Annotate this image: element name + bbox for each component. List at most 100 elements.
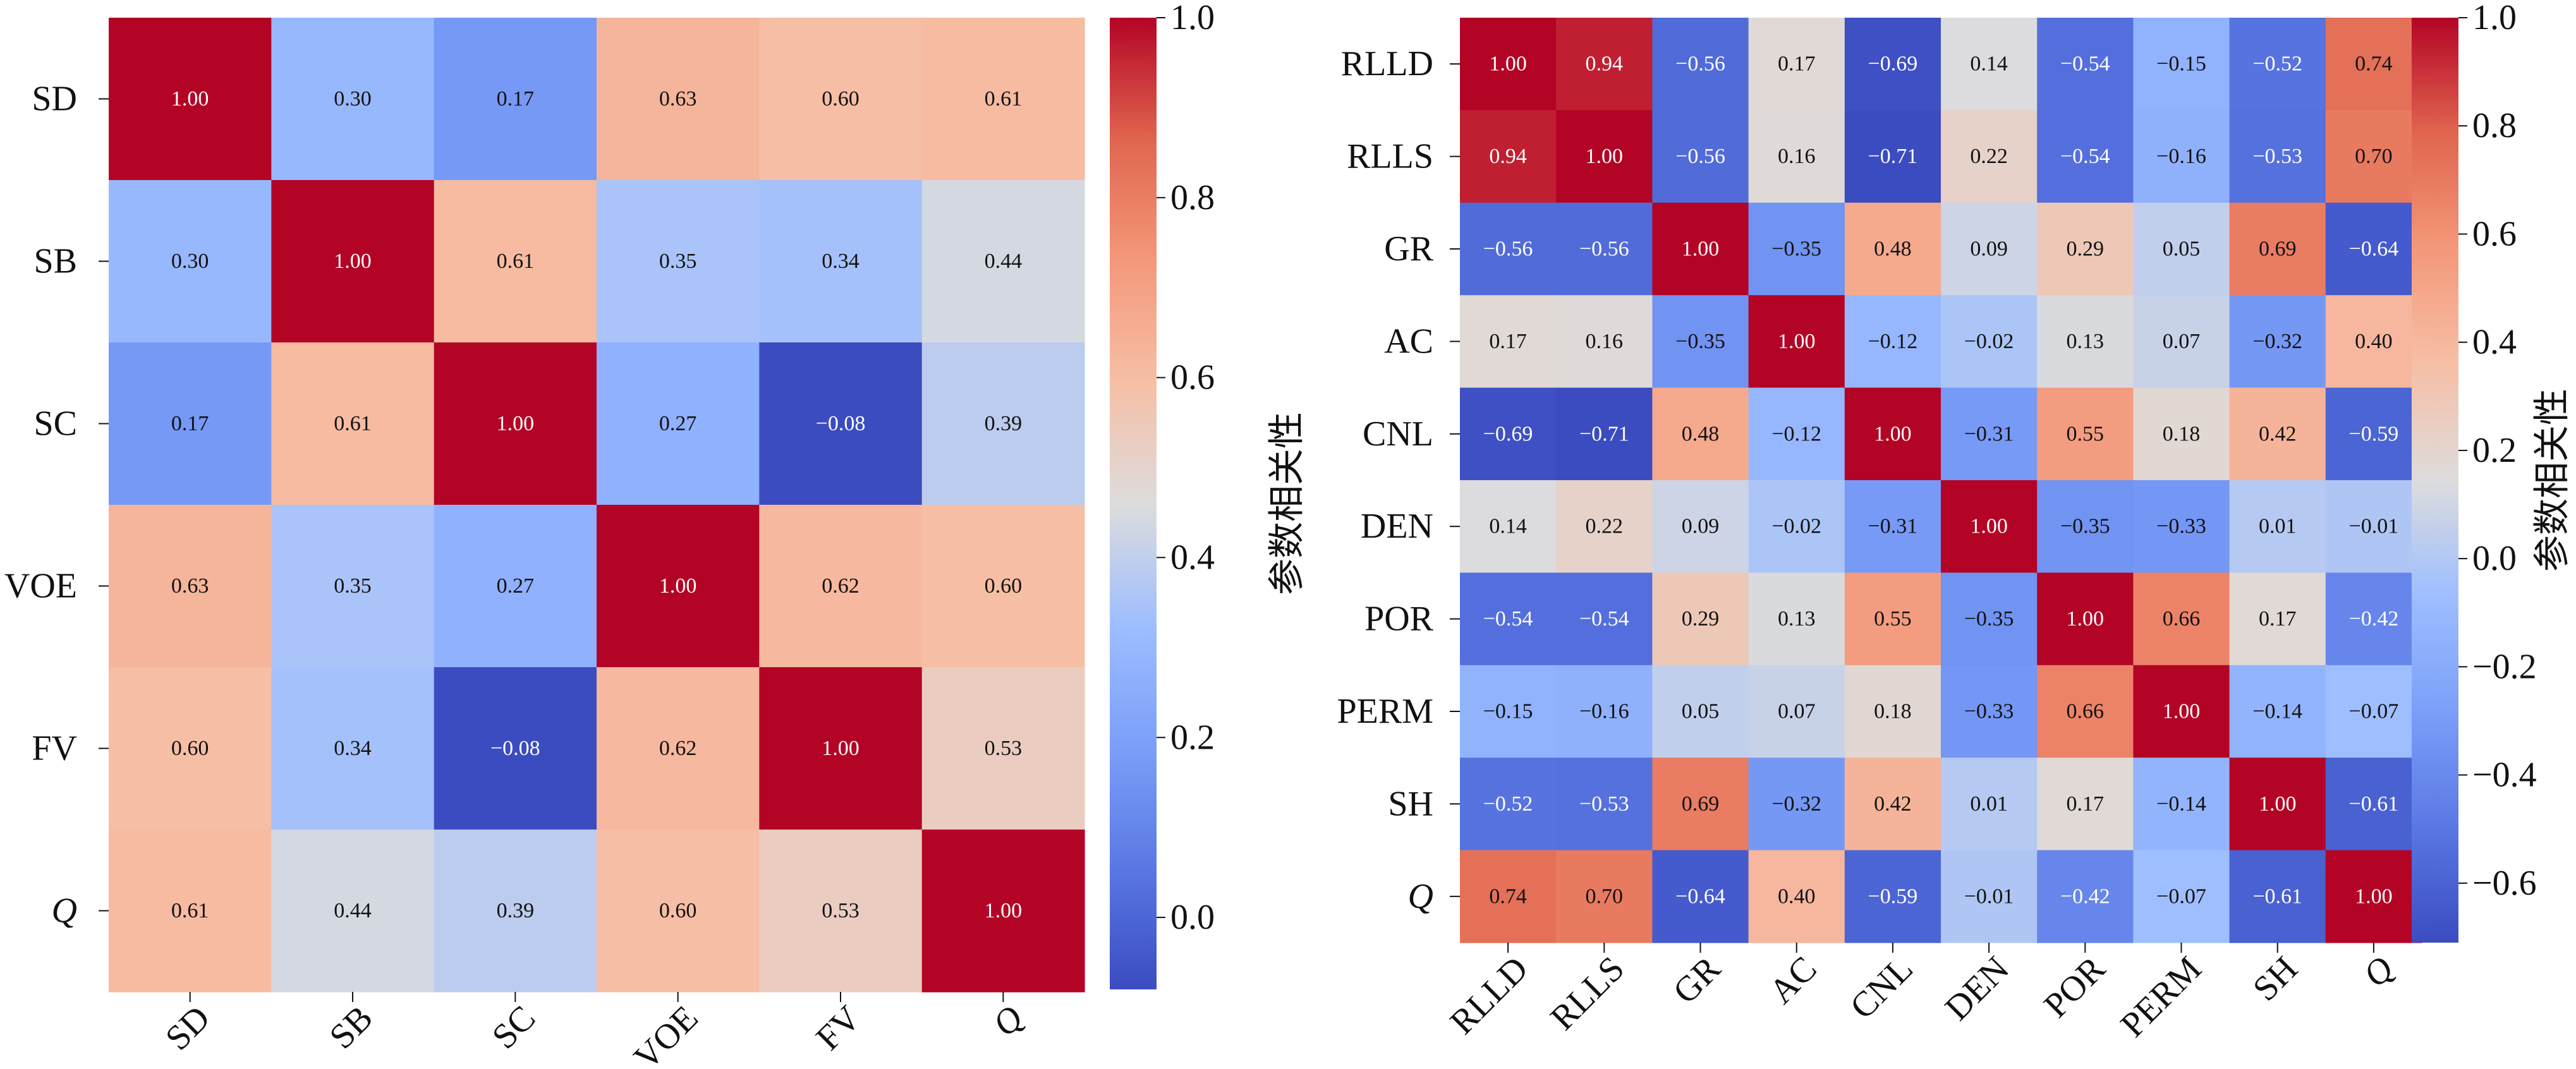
h2-cell-r6-c6 xyxy=(2037,572,2134,666)
h1-colorbar-label: 参数相关性 xyxy=(1267,412,1308,595)
h2-cell-value: −0.64 xyxy=(1675,885,1725,908)
h2-cell-r4-c8 xyxy=(2229,387,2326,481)
h2-cell-r7-c9 xyxy=(2325,665,2422,758)
h2-cell-value: 0.94 xyxy=(1489,145,1527,168)
heatmap-2: 1.00 0.94 −0.56 0.17 −0.69 0.14 −0.54 −0.15 −0.5… xyxy=(1337,0,2573,1045)
h2-colorbar xyxy=(2412,18,2458,943)
h1-row-tick-label: VOE xyxy=(4,567,77,606)
h2-cell-value: −0.61 xyxy=(2252,885,2302,908)
h2-row-tick-label: SH xyxy=(1388,784,1433,823)
h2-cell-r3-c2 xyxy=(1652,295,1749,389)
h2-row-tick-label: RLLD xyxy=(1341,44,1433,83)
h1-colorbar-tick-label: 0.4 xyxy=(1170,538,1215,577)
h1-cell-r1-c3 xyxy=(597,180,760,343)
h1-cell-r3-c4 xyxy=(759,505,923,668)
h2-cell-r7-c6 xyxy=(2037,665,2134,758)
h1-cell-value: 1.00 xyxy=(171,87,209,111)
h2-cell-value: −0.52 xyxy=(2252,52,2302,76)
h2-cell-value: 0.07 xyxy=(2163,330,2201,353)
h2-cell-r0-c9 xyxy=(2325,18,2422,111)
h1-cell-r3-c0 xyxy=(109,505,272,668)
h1-cell-r3-c5 xyxy=(921,505,1085,668)
h1-cell-r2-c2 xyxy=(434,342,597,505)
h2-cell-value: −0.61 xyxy=(2349,792,2399,816)
h2-cell-r2-c0 xyxy=(1460,202,1557,296)
h2-col-tick-label: CNL xyxy=(1843,949,1921,1027)
h1-cell-value: 0.44 xyxy=(334,899,372,922)
h2-cell-r1-c7 xyxy=(2133,110,2230,203)
h2-cell-r9-c8 xyxy=(2229,850,2326,943)
h1-cell-r5-c4 xyxy=(759,830,923,993)
h2-cell-value: 0.16 xyxy=(1586,330,1624,353)
h1-cell-value: 0.30 xyxy=(171,250,209,273)
h2-cell-r2-c6 xyxy=(2037,202,2134,296)
h2-cell-value: 0.05 xyxy=(2163,238,2201,261)
h1-cell-value: 1.00 xyxy=(822,737,860,760)
h1-cell-value: 0.53 xyxy=(822,899,860,922)
h2-cell-r9-c4 xyxy=(1844,850,1941,943)
h2-cell-r8-c0 xyxy=(1460,758,1557,851)
h2-cell-r0-c7 xyxy=(2133,18,2230,111)
h2-cell-r1-c6 xyxy=(2037,110,2134,203)
h2-cell-value: 0.01 xyxy=(1970,792,2008,816)
h2-cell-value: 0.17 xyxy=(2259,607,2297,631)
h2-cell-r7-c3 xyxy=(1748,665,1845,758)
h2-col-tick-label: Q xyxy=(2355,949,2401,994)
h2-cell-value: −0.71 xyxy=(1579,422,1629,445)
h2-cell-value: 1.00 xyxy=(2355,885,2393,908)
h1-cell-r4-c1 xyxy=(271,667,435,830)
h1-cell-value: 0.17 xyxy=(497,87,535,111)
h2-cell-r9-c6 xyxy=(2037,850,2134,943)
h1-cell-value: 0.39 xyxy=(497,899,535,922)
h1-cell-r0-c0 xyxy=(109,18,272,181)
h2-row-tick-label: CNL xyxy=(1363,414,1433,454)
h2-cell-r0-c4 xyxy=(1844,18,1941,111)
h2-cell-r5-c8 xyxy=(2229,480,2326,573)
h2-col-tick-label: GR xyxy=(1666,949,1728,1012)
h2-cell-value: 0.01 xyxy=(2259,515,2297,538)
h1-cell-value: 0.60 xyxy=(985,574,1023,598)
h2-cell-r5-c9 xyxy=(2325,480,2422,573)
h2-cell-value: 1.00 xyxy=(2067,607,2105,631)
h2-cell-r6-c8 xyxy=(2229,572,2326,666)
h2-col-tick-label: PERM xyxy=(2113,949,2209,1045)
h1-cell-r3-c3 xyxy=(597,505,760,668)
h2-cell-value: −0.69 xyxy=(1868,52,1918,76)
h1-cell-r2-c0 xyxy=(109,342,272,505)
h2-cell-value: −0.02 xyxy=(1771,515,1821,538)
h2-cell-value: 0.69 xyxy=(2259,238,2297,261)
h1-cell-r0-c5 xyxy=(921,18,1085,181)
h2-cell-r1-c1 xyxy=(1556,110,1653,203)
h1-cell-value: 0.61 xyxy=(334,412,372,435)
h2-cell-value: −0.56 xyxy=(1579,238,1629,261)
h2-cell-r9-c2 xyxy=(1652,850,1749,943)
h1-cell-r3-c2 xyxy=(434,505,597,668)
h1-cell-r0-c4 xyxy=(759,18,923,181)
h1-colorbar-tick-label: 0.2 xyxy=(1170,718,1215,757)
h2-cell-value: −0.54 xyxy=(1579,607,1629,631)
h2-cell-value: 0.13 xyxy=(1778,607,1816,631)
h2-cell-r5-c1 xyxy=(1556,480,1653,573)
heatmap-1: 1.00 0.30 0.17 0.63 0.60 0.61 0.30 1.00 0.61 0.35… xyxy=(4,0,1308,1069)
h2-cell-r2-c4 xyxy=(1844,202,1941,296)
h2-cell-value: 0.29 xyxy=(2067,238,2105,261)
h1-row-tick-label: Q xyxy=(52,891,77,931)
h1-cell-value: 0.61 xyxy=(497,250,535,273)
h1-row-tick-label: SC xyxy=(34,404,78,444)
h2-cell-value: 0.69 xyxy=(1682,792,1720,816)
h2-cell-value: 0.17 xyxy=(1778,52,1816,76)
h1-cell-value: 0.62 xyxy=(822,574,860,598)
h2-cell-r6-c9 xyxy=(2325,572,2422,666)
h1-col-tick-label: SD xyxy=(158,998,217,1058)
h2-cell-r3-c9 xyxy=(2325,295,2422,389)
h1-cell-r5-c0 xyxy=(109,830,272,993)
h1-cell-value: 0.35 xyxy=(334,574,372,598)
h2-cell-value: 0.16 xyxy=(1778,145,1816,168)
h1-cell-r0-c1 xyxy=(271,18,435,181)
h2-cell-value: −0.02 xyxy=(1964,330,2014,353)
h2-cell-value: −0.64 xyxy=(2349,238,2399,261)
h2-cell-value: 1.00 xyxy=(1586,145,1624,168)
h2-cell-value: −0.31 xyxy=(1964,422,2014,445)
h2-cell-value: −0.52 xyxy=(1483,792,1533,816)
h2-cell-r1-c5 xyxy=(1941,110,2038,203)
